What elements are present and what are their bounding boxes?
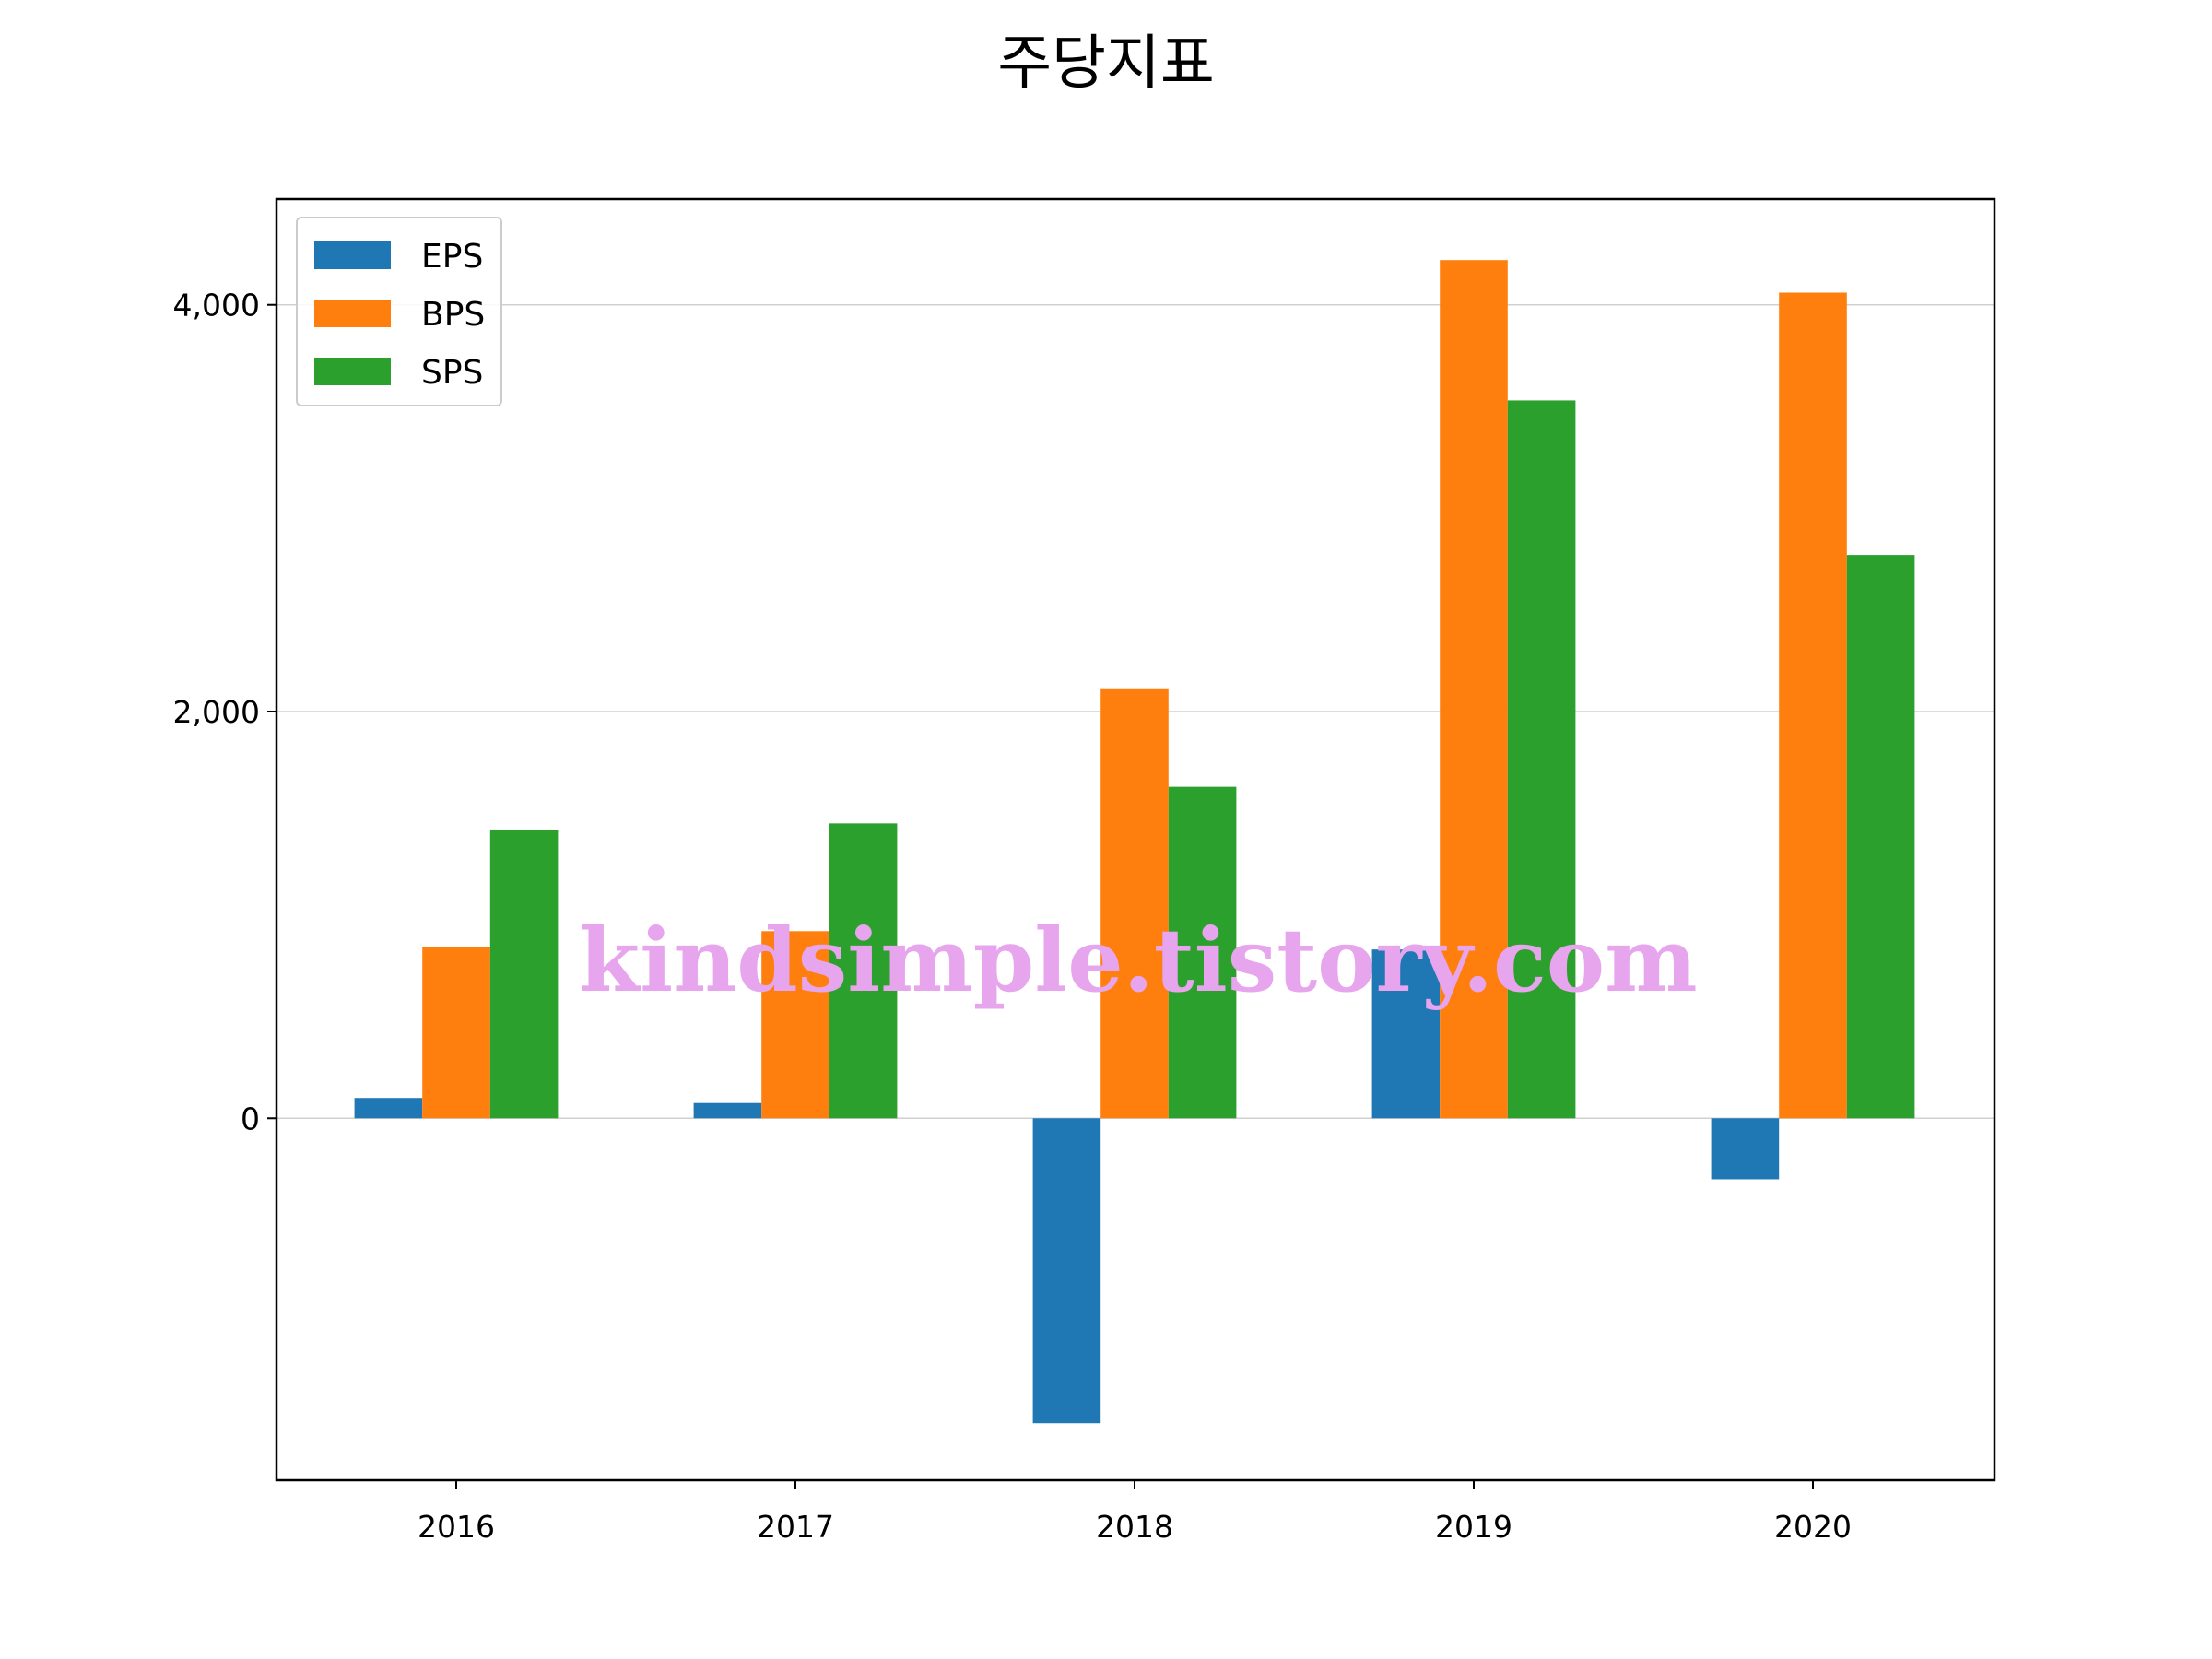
bar-eps-2018	[1032, 1118, 1101, 1424]
x-tick-label: 2019	[1435, 1509, 1512, 1545]
bar-bps-2017	[761, 931, 830, 1119]
legend: EPS BPS SPS	[296, 217, 502, 406]
legend-label-bps: BPS	[421, 296, 485, 334]
bar-sps-2016	[489, 829, 559, 1119]
bar-eps-2020	[1711, 1118, 1780, 1180]
bar-sps-2020	[1846, 555, 1915, 1119]
legend-swatch-sps	[314, 358, 391, 385]
x-tick-label: 2018	[1096, 1509, 1173, 1545]
y-tick-label: 4,000	[173, 288, 260, 324]
legend-swatch-bps	[314, 300, 391, 327]
bar-bps-2019	[1440, 260, 1508, 1119]
bar-sps-2017	[829, 823, 898, 1119]
y-tick-label: 0	[241, 1100, 260, 1136]
bar-bps-2016	[422, 947, 490, 1119]
axes: 0 2,000 4,000 2016 2017 2018 2019 2020	[173, 288, 1852, 1545]
legend-swatch-eps	[314, 241, 391, 269]
chart-title: 주당지표	[997, 29, 1215, 98]
x-tick-label: 2020	[1774, 1509, 1852, 1545]
bar-sps-2019	[1507, 400, 1576, 1119]
bar-eps-2019	[1371, 949, 1441, 1119]
y-tick-label: 2,000	[173, 694, 260, 730]
x-tick-label: 2017	[757, 1509, 834, 1545]
bars	[354, 260, 1915, 1424]
bar-eps-2016	[354, 1098, 423, 1119]
bar-bps-2018	[1100, 688, 1169, 1119]
x-tick-label: 2016	[418, 1509, 495, 1545]
bar-sps-2018	[1168, 786, 1237, 1119]
bar-bps-2020	[1779, 292, 1847, 1119]
watermark-text: kindsimple.tistory.com	[579, 910, 1697, 1012]
legend-label-eps: EPS	[421, 238, 483, 276]
legend-label-sps: SPS	[421, 354, 483, 392]
bar-eps-2017	[693, 1102, 762, 1119]
